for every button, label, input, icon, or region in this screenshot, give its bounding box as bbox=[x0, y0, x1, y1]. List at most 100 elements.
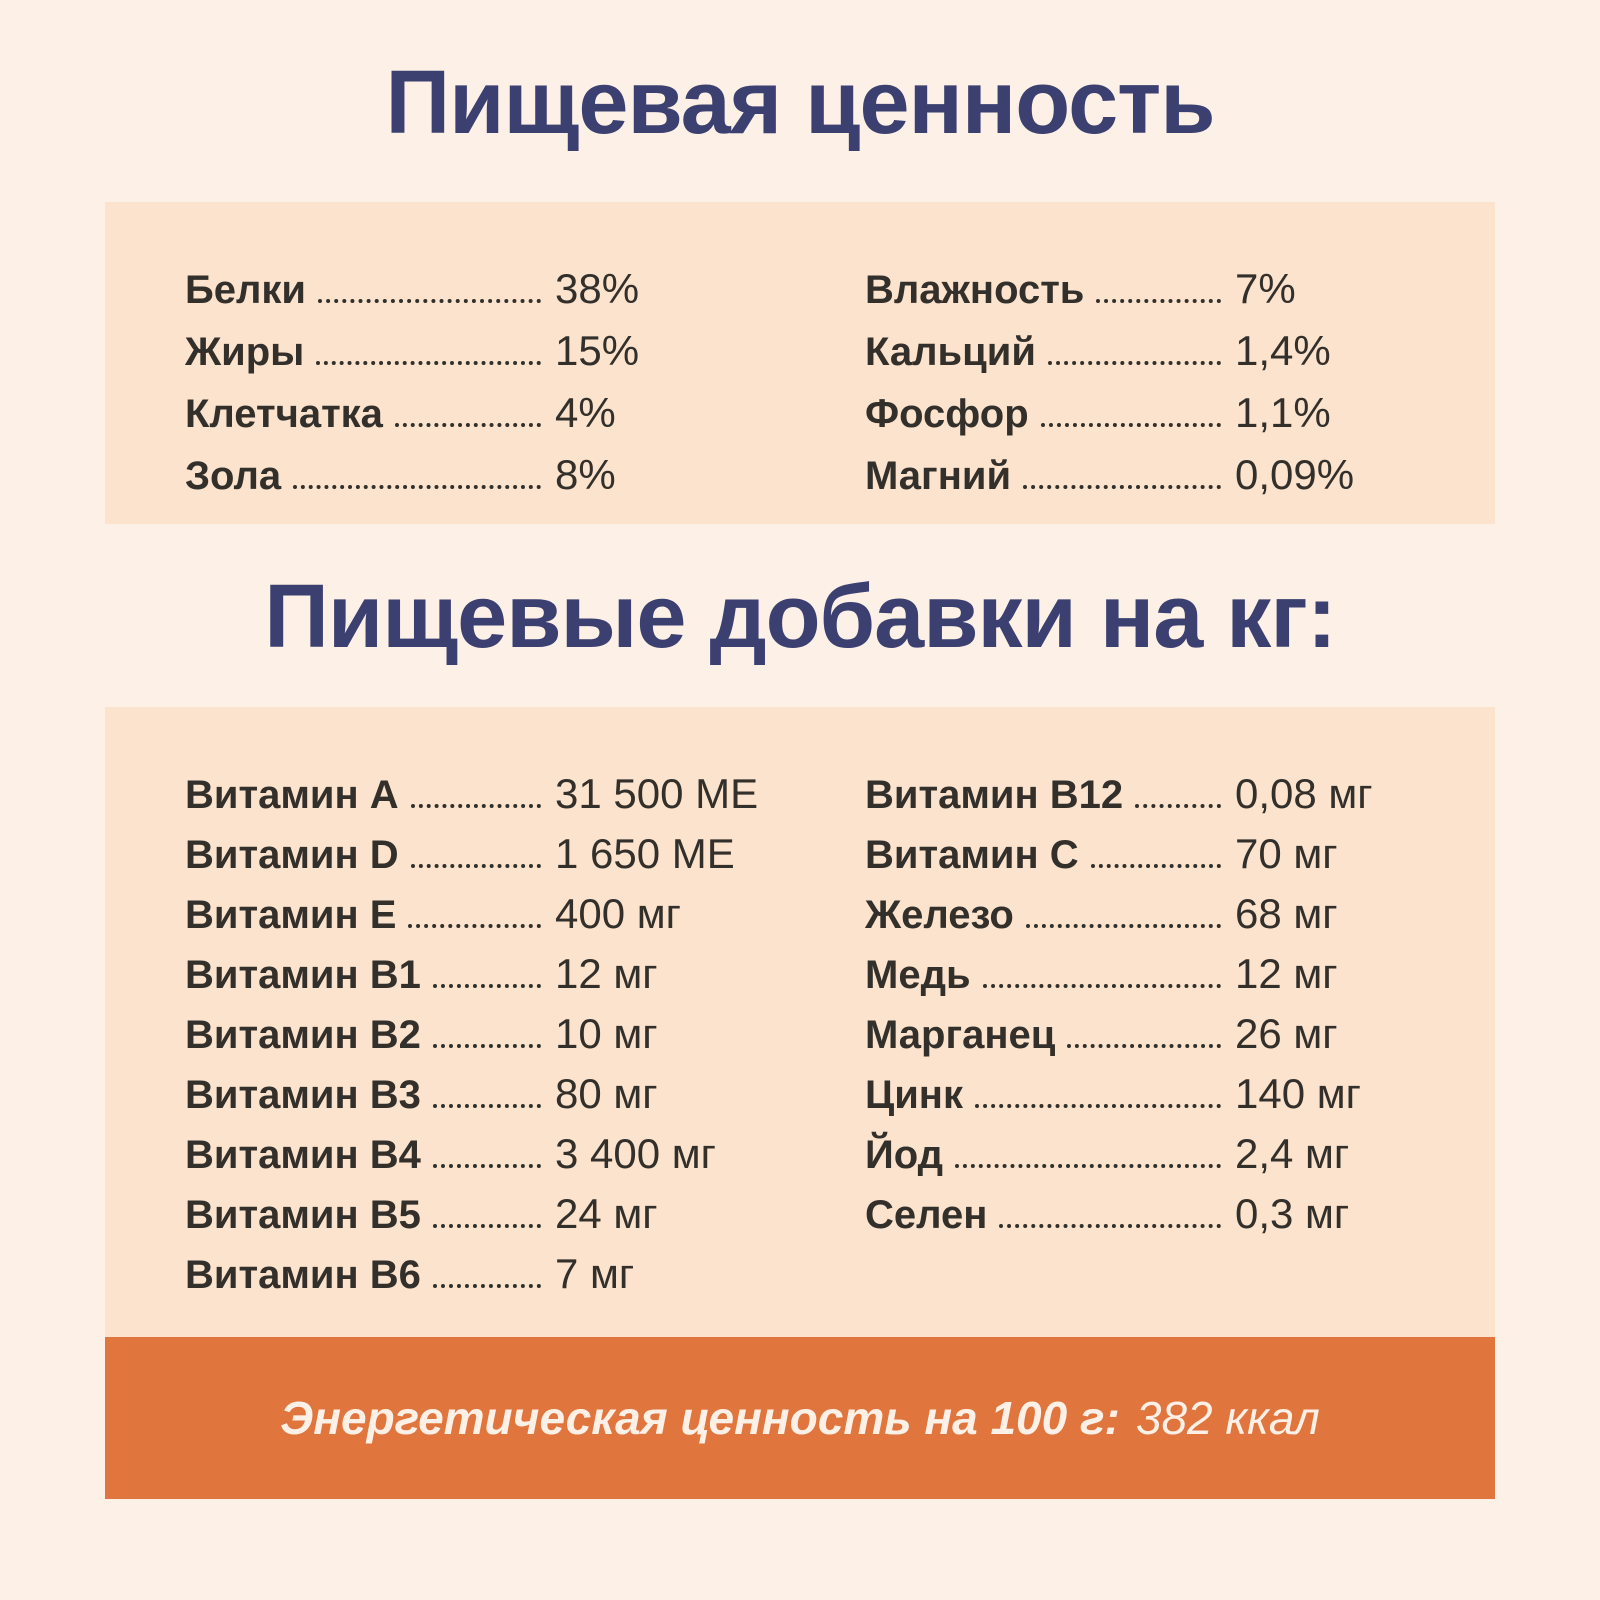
nutrient-row: Витамин B12 0,08 мг bbox=[865, 755, 1415, 817]
nutrient-value: 2,4 мг bbox=[1235, 1130, 1350, 1177]
energy-value: 382 ккал bbox=[1135, 1392, 1320, 1444]
nutrient-row: Белки 38% bbox=[185, 248, 735, 310]
nutrition-column-right: Влажность 7% Кальций 1,4% Фосфор 1,1% Магний 0,… bbox=[865, 248, 1415, 496]
nutrient-row: Йод 2,4 мг bbox=[865, 1115, 1415, 1177]
dotted-leader bbox=[408, 924, 541, 928]
dotted-leader bbox=[432, 1224, 541, 1228]
nutrient-row: Витамин B5 24 мг bbox=[185, 1175, 735, 1237]
nutrient-label: Витамин B5 bbox=[185, 1193, 421, 1237]
nutrient-value: 68 мг bbox=[1235, 890, 1338, 937]
nutrient-label: Влажность bbox=[865, 267, 1085, 312]
nutrient-label: Витамин D bbox=[185, 833, 399, 877]
dotted-leader bbox=[1135, 804, 1221, 808]
nutrient-value: 1,1% bbox=[1235, 388, 1331, 436]
nutrient-row: Витамин B1 12 мг bbox=[185, 935, 735, 997]
dotted-leader bbox=[999, 1224, 1221, 1228]
nutrient-value: 1 650 МЕ bbox=[555, 830, 735, 877]
nutrient-row: Зола 8% bbox=[185, 434, 735, 496]
dotted-leader bbox=[410, 804, 541, 808]
nutrient-label: Витамин B12 bbox=[865, 773, 1124, 817]
nutrient-value: 7% bbox=[1235, 264, 1296, 312]
nutrient-value: 0,09% bbox=[1235, 450, 1355, 498]
nutrient-row: Марганец 26 мг bbox=[865, 995, 1415, 1057]
dotted-leader bbox=[318, 298, 541, 303]
dotted-leader bbox=[432, 1104, 541, 1108]
additives-title: Пищевые добавки на кг: bbox=[264, 566, 1337, 667]
nutrient-value: 1,4% bbox=[1235, 326, 1331, 374]
nutrient-value: 80 мг bbox=[555, 1070, 658, 1117]
nutrient-value: 400 мг bbox=[555, 890, 681, 937]
nutrient-row: Витамин B6 7 мг bbox=[185, 1235, 735, 1297]
nutrient-row: Витамин B2 10 мг bbox=[185, 995, 735, 1057]
nutrient-row: Витамин B3 80 мг bbox=[185, 1055, 735, 1117]
nutrient-label: Медь bbox=[865, 953, 971, 997]
energy-label: Энергетическая ценность на 100 г: bbox=[280, 1392, 1120, 1444]
nutrient-label: Витамин B4 bbox=[185, 1133, 421, 1177]
nutrient-label: Зола bbox=[185, 453, 282, 498]
dotted-leader bbox=[1023, 484, 1221, 489]
nutrient-row: Витамин B4 3 400 мг bbox=[185, 1115, 735, 1177]
dotted-leader bbox=[1047, 360, 1221, 365]
dotted-leader bbox=[982, 984, 1221, 988]
infographic: Пищевая ценность Белки 38% Жиры 15% Клетчатк… bbox=[105, 53, 1495, 1499]
nutrient-label: Витамин B1 bbox=[185, 953, 421, 997]
nutrient-value: 12 мг bbox=[555, 950, 658, 997]
additives-column-right: Витамин B12 0,08 мг Витамин C 70 мг Железо 68… bbox=[865, 755, 1415, 1237]
nutrient-value: 31 500 МЕ bbox=[555, 770, 759, 817]
dotted-leader bbox=[955, 1164, 1221, 1168]
nutrient-label: Витамин E bbox=[185, 893, 397, 937]
nutrient-value: 3 400 мг bbox=[555, 1130, 716, 1177]
nutrient-row: Витамин E 400 мг bbox=[185, 875, 735, 937]
dotted-leader bbox=[432, 1164, 541, 1168]
nutrient-row: Фосфор 1,1% bbox=[865, 372, 1415, 434]
nutrient-label: Железо bbox=[865, 893, 1014, 937]
nutrient-value: 4% bbox=[555, 388, 616, 436]
nutrient-value: 0,3 мг bbox=[1235, 1190, 1350, 1237]
nutrient-value: 15% bbox=[555, 326, 640, 374]
nutrient-label: Витамин B3 bbox=[185, 1073, 421, 1117]
nutrient-value: 0,08 мг bbox=[1235, 770, 1373, 817]
dotted-leader bbox=[1025, 924, 1221, 928]
nutrient-label: Кальций bbox=[865, 329, 1036, 374]
nutrient-label: Цинк bbox=[865, 1073, 963, 1117]
nutrient-value: 38% bbox=[555, 264, 640, 312]
nutrient-value: 70 мг bbox=[1235, 830, 1338, 877]
energy-value-bar: Энергетическая ценность на 100 г: 382 кк… bbox=[105, 1337, 1495, 1499]
nutrient-label: Жиры bbox=[185, 329, 305, 374]
dotted-leader bbox=[1067, 1044, 1221, 1048]
nutrient-label: Клетчатка bbox=[185, 391, 383, 436]
nutrient-row: Витамин C 70 мг bbox=[865, 815, 1415, 877]
dotted-leader bbox=[293, 484, 541, 489]
dotted-leader bbox=[1040, 422, 1221, 427]
nutrient-row: Клетчатка 4% bbox=[185, 372, 735, 434]
nutrient-label: Витамин C bbox=[865, 833, 1079, 877]
nutrient-label: Марганец bbox=[865, 1013, 1056, 1057]
dotted-leader bbox=[1096, 298, 1221, 303]
dotted-leader bbox=[432, 1284, 541, 1288]
nutrient-row: Витамин A 31 500 МЕ bbox=[185, 755, 759, 817]
nutrient-label: Витамин B6 bbox=[185, 1253, 421, 1297]
nutrient-row: Медь 12 мг bbox=[865, 935, 1415, 997]
dotted-leader bbox=[410, 864, 541, 868]
nutrient-row: Магний 0,09% bbox=[865, 434, 1415, 496]
nutrient-value: 12 мг bbox=[1235, 950, 1338, 997]
nutrient-value: 140 мг bbox=[1235, 1070, 1361, 1117]
nutrient-value: 10 мг bbox=[555, 1010, 658, 1057]
nutrient-value: 24 мг bbox=[555, 1190, 658, 1237]
nutrition-column-left: Белки 38% Жиры 15% Клетчатка 4% Зола 8% bbox=[185, 248, 735, 496]
nutrient-row: Кальций 1,4% bbox=[865, 310, 1415, 372]
nutrient-value: 8% bbox=[555, 450, 616, 498]
nutrient-label: Витамин A bbox=[185, 773, 399, 817]
nutrient-row: Цинк 140 мг bbox=[865, 1055, 1415, 1117]
nutrient-value: 7 мг bbox=[555, 1250, 635, 1297]
nutrition-title: Пищевая ценность bbox=[385, 53, 1215, 153]
dotted-leader bbox=[975, 1104, 1221, 1108]
nutrient-label: Белки bbox=[185, 267, 307, 312]
nutrient-row: Железо 68 мг bbox=[865, 875, 1415, 937]
nutrient-label: Йод bbox=[865, 1133, 944, 1177]
nutrient-label: Витамин B2 bbox=[185, 1013, 421, 1057]
nutrient-label: Фосфор bbox=[865, 391, 1029, 436]
nutrient-row: Селен 0,3 мг bbox=[865, 1175, 1415, 1237]
dotted-leader bbox=[1090, 864, 1221, 868]
